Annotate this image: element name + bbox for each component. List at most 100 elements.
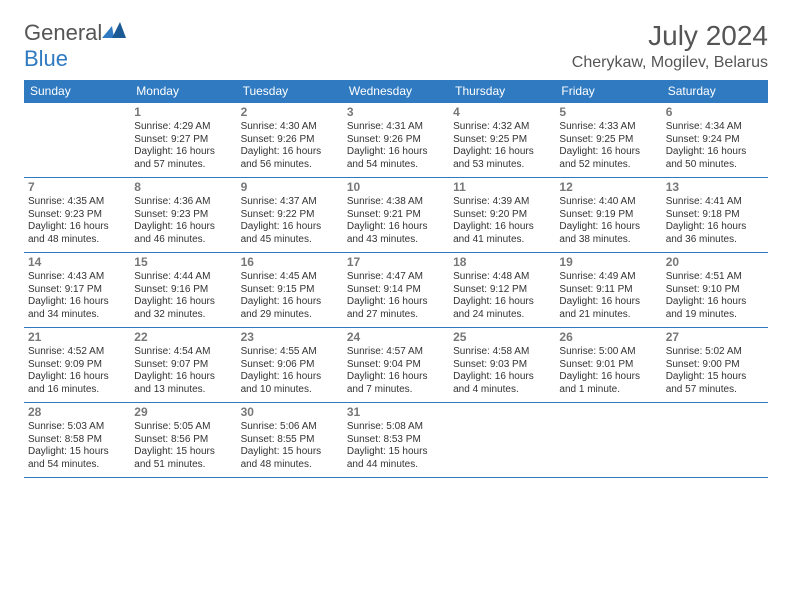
day-number: 22 (134, 330, 232, 345)
day-header: Wednesday (343, 80, 449, 103)
logo-text-general: General (24, 20, 102, 45)
daylight-text: Daylight: 16 hours and 7 minutes. (347, 371, 445, 396)
calendar-week: 7Sunrise: 4:35 AMSunset: 9:23 PMDaylight… (24, 178, 768, 253)
sunset-text: Sunset: 9:17 PM (28, 284, 126, 297)
sunrise-text: Sunrise: 4:29 AM (134, 121, 232, 134)
calendar-cell: 5Sunrise: 4:33 AMSunset: 9:25 PMDaylight… (555, 103, 661, 178)
month-title: July 2024 (572, 20, 768, 52)
calendar-cell: 12Sunrise: 4:40 AMSunset: 9:19 PMDayligh… (555, 178, 661, 253)
calendar-cell: 6Sunrise: 4:34 AMSunset: 9:24 PMDaylight… (662, 103, 768, 178)
calendar-cell: 25Sunrise: 4:58 AMSunset: 9:03 PMDayligh… (449, 328, 555, 403)
sunset-text: Sunset: 9:25 PM (559, 134, 657, 147)
daylight-text: Daylight: 16 hours and 46 minutes. (134, 221, 232, 246)
sunset-text: Sunset: 9:14 PM (347, 284, 445, 297)
day-number: 16 (241, 255, 339, 270)
calendar-cell: 27Sunrise: 5:02 AMSunset: 9:00 PMDayligh… (662, 328, 768, 403)
sunset-text: Sunset: 8:56 PM (134, 434, 232, 447)
daylight-text: Daylight: 16 hours and 32 minutes. (134, 296, 232, 321)
daylight-text: Daylight: 16 hours and 57 minutes. (134, 146, 232, 171)
day-number: 11 (453, 180, 551, 195)
day-number: 4 (453, 105, 551, 120)
calendar-cell: 26Sunrise: 5:00 AMSunset: 9:01 PMDayligh… (555, 328, 661, 403)
sunset-text: Sunset: 8:55 PM (241, 434, 339, 447)
day-number: 25 (453, 330, 551, 345)
day-number: 30 (241, 405, 339, 420)
sunrise-text: Sunrise: 4:54 AM (134, 346, 232, 359)
calendar-cell (449, 403, 555, 478)
sunset-text: Sunset: 9:21 PM (347, 209, 445, 222)
sunrise-text: Sunrise: 5:05 AM (134, 421, 232, 434)
day-number: 3 (347, 105, 445, 120)
calendar-cell: 9Sunrise: 4:37 AMSunset: 9:22 PMDaylight… (237, 178, 343, 253)
calendar-cell: 1Sunrise: 4:29 AMSunset: 9:27 PMDaylight… (130, 103, 236, 178)
sunset-text: Sunset: 9:15 PM (241, 284, 339, 297)
daylight-text: Daylight: 16 hours and 29 minutes. (241, 296, 339, 321)
calendar-week: 28Sunrise: 5:03 AMSunset: 8:58 PMDayligh… (24, 403, 768, 478)
sunset-text: Sunset: 9:16 PM (134, 284, 232, 297)
sunset-text: Sunset: 9:23 PM (134, 209, 232, 222)
sunrise-text: Sunrise: 4:35 AM (28, 196, 126, 209)
calendar-cell: 21Sunrise: 4:52 AMSunset: 9:09 PMDayligh… (24, 328, 130, 403)
sunrise-text: Sunrise: 4:52 AM (28, 346, 126, 359)
day-number: 2 (241, 105, 339, 120)
day-number: 12 (559, 180, 657, 195)
day-header: Friday (555, 80, 661, 103)
calendar-cell: 3Sunrise: 4:31 AMSunset: 9:26 PMDaylight… (343, 103, 449, 178)
day-number: 1 (134, 105, 232, 120)
sunset-text: Sunset: 9:00 PM (666, 359, 764, 372)
day-number: 31 (347, 405, 445, 420)
sunrise-text: Sunrise: 5:06 AM (241, 421, 339, 434)
calendar-cell: 20Sunrise: 4:51 AMSunset: 9:10 PMDayligh… (662, 253, 768, 328)
sunset-text: Sunset: 9:20 PM (453, 209, 551, 222)
daylight-text: Daylight: 16 hours and 41 minutes. (453, 221, 551, 246)
daylight-text: Daylight: 15 hours and 51 minutes. (134, 446, 232, 471)
logo-text-blue: Blue (24, 46, 68, 71)
sunrise-text: Sunrise: 4:39 AM (453, 196, 551, 209)
calendar-cell (24, 103, 130, 178)
day-number: 29 (134, 405, 232, 420)
day-header: Tuesday (237, 80, 343, 103)
daylight-text: Daylight: 15 hours and 48 minutes. (241, 446, 339, 471)
daylight-text: Daylight: 16 hours and 36 minutes. (666, 221, 764, 246)
sunset-text: Sunset: 9:06 PM (241, 359, 339, 372)
sunset-text: Sunset: 9:25 PM (453, 134, 551, 147)
day-number: 18 (453, 255, 551, 270)
daylight-text: Daylight: 16 hours and 53 minutes. (453, 146, 551, 171)
day-number: 8 (134, 180, 232, 195)
sunset-text: Sunset: 9:09 PM (28, 359, 126, 372)
sunset-text: Sunset: 9:26 PM (241, 134, 339, 147)
sunrise-text: Sunrise: 4:30 AM (241, 121, 339, 134)
day-number: 5 (559, 105, 657, 120)
calendar-week: 21Sunrise: 4:52 AMSunset: 9:09 PM Dayligh… (24, 328, 768, 403)
sunrise-text: Sunrise: 5:00 AM (559, 346, 657, 359)
calendar-cell: 30Sunrise: 5:06 AMSunset: 8:55 PMDayligh… (237, 403, 343, 478)
day-number: 15 (134, 255, 232, 270)
daylight-text: Daylight: 16 hours and 50 minutes. (666, 146, 764, 171)
sunset-text: Sunset: 9:01 PM (559, 359, 657, 372)
sunset-text: Sunset: 9:10 PM (666, 284, 764, 297)
daylight-text: Daylight: 16 hours and 21 minutes. (559, 296, 657, 321)
sunset-text: Sunset: 9:18 PM (666, 209, 764, 222)
daylight-text: Daylight: 16 hours and 38 minutes. (559, 221, 657, 246)
day-number: 21 (28, 330, 126, 345)
sunrise-text: Sunrise: 4:41 AM (666, 196, 764, 209)
sunrise-text: Sunrise: 4:55 AM (241, 346, 339, 359)
sunrise-text: Sunrise: 4:36 AM (134, 196, 232, 209)
day-number: 14 (28, 255, 126, 270)
calendar-week: 1Sunrise: 4:29 AMSunset: 9:27 PMDaylight… (24, 103, 768, 178)
calendar-cell: 8Sunrise: 4:36 AMSunset: 9:23 PMDaylight… (130, 178, 236, 253)
day-number: 13 (666, 180, 764, 195)
sunrise-text: Sunrise: 4:44 AM (134, 271, 232, 284)
day-header-row: Sunday Monday Tuesday Wednesday Thursday… (24, 80, 768, 103)
sunset-text: Sunset: 9:12 PM (453, 284, 551, 297)
sunrise-text: Sunrise: 4:48 AM (453, 271, 551, 284)
sunset-text: Sunset: 9:23 PM (28, 209, 126, 222)
calendar-cell: 10Sunrise: 4:38 AMSunset: 9:21 PMDayligh… (343, 178, 449, 253)
sunrise-text: Sunrise: 5:02 AM (666, 346, 764, 359)
daylight-text: Daylight: 16 hours and 4 minutes. (453, 371, 551, 396)
day-number: 17 (347, 255, 445, 270)
day-header: Thursday (449, 80, 555, 103)
sunrise-text: Sunrise: 4:33 AM (559, 121, 657, 134)
daylight-text: Daylight: 16 hours and 34 minutes. (28, 296, 126, 321)
calendar-cell: 2Sunrise: 4:30 AMSunset: 9:26 PMDaylight… (237, 103, 343, 178)
